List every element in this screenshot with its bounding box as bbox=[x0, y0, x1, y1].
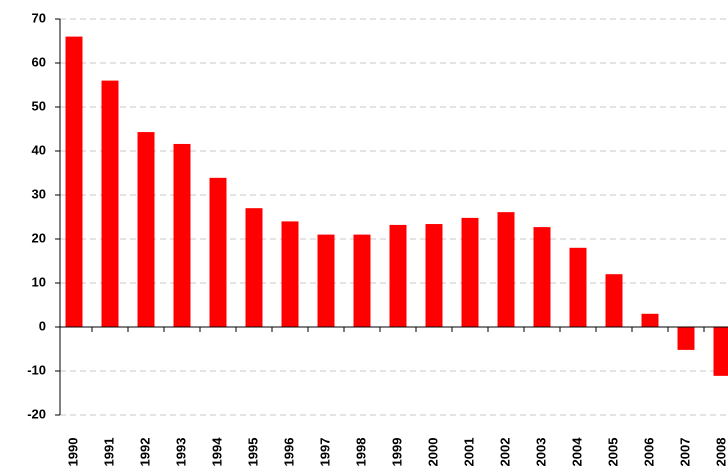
x-tick-label: 1996 bbox=[281, 438, 296, 467]
y-tick-label: 30 bbox=[32, 186, 46, 201]
y-tick-label: -10 bbox=[27, 362, 46, 377]
bar bbox=[101, 80, 119, 327]
x-tick-label: 1995 bbox=[245, 438, 260, 467]
bar bbox=[569, 247, 587, 327]
x-tick-label: 2005 bbox=[605, 438, 620, 467]
bar bbox=[389, 224, 407, 327]
bar bbox=[209, 177, 227, 327]
x-tick-label: 2008 bbox=[713, 438, 728, 467]
bar bbox=[245, 208, 263, 327]
y-tick-label: 20 bbox=[32, 230, 46, 245]
y-tick-label: 10 bbox=[32, 274, 46, 289]
x-tick-label: 2002 bbox=[497, 438, 512, 467]
x-tick-label: 2004 bbox=[569, 437, 584, 467]
y-tick-label: 60 bbox=[32, 54, 46, 69]
y-tick-label: 50 bbox=[32, 98, 46, 113]
bar bbox=[281, 221, 299, 327]
bar bbox=[713, 327, 728, 376]
x-tick-label: 1992 bbox=[137, 438, 152, 467]
y-tick-label: 70 bbox=[32, 10, 46, 25]
x-tick-label: 1998 bbox=[353, 438, 368, 467]
x-tick-label: 1993 bbox=[173, 438, 188, 467]
x-tick-label: 2001 bbox=[461, 438, 476, 467]
bar bbox=[641, 313, 659, 327]
bar bbox=[65, 36, 83, 327]
bar bbox=[533, 227, 551, 327]
bar bbox=[677, 327, 695, 350]
x-tick-label: 2006 bbox=[641, 438, 656, 467]
bar bbox=[425, 224, 443, 327]
x-tick-label: 2007 bbox=[677, 438, 692, 467]
bar bbox=[137, 132, 155, 327]
x-tick-label: 2000 bbox=[425, 438, 440, 467]
y-tick-label: 40 bbox=[32, 142, 46, 157]
x-tick-label: 1994 bbox=[209, 437, 224, 467]
bar bbox=[605, 274, 623, 327]
x-tick-label: 2003 bbox=[533, 438, 548, 467]
y-tick-label: 0 bbox=[39, 318, 46, 333]
x-tick-label: 1991 bbox=[101, 438, 116, 467]
x-tick-label: 1999 bbox=[389, 438, 404, 467]
bar bbox=[497, 212, 515, 327]
x-tick-label: 1990 bbox=[65, 438, 80, 467]
bar bbox=[317, 234, 335, 327]
bar bbox=[461, 217, 479, 327]
x-tick-label: 1997 bbox=[317, 438, 332, 467]
y-tick-label: -20 bbox=[27, 406, 46, 421]
bar bbox=[353, 234, 371, 327]
bar bbox=[173, 143, 191, 327]
